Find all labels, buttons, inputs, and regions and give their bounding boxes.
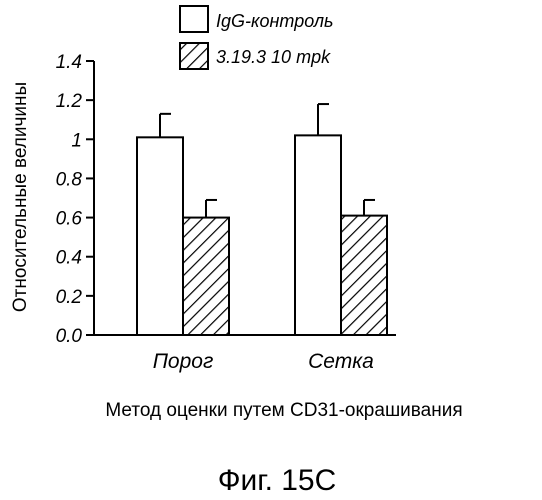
y-tick-label: 0.0 (56, 326, 83, 347)
y-tick-label: 1 (71, 130, 82, 151)
bar (137, 137, 183, 335)
y-axis-title: Относительные величины (10, 82, 31, 312)
y-tick-label: 0.4 (56, 248, 82, 269)
y-tick-label: 0.2 (56, 287, 83, 308)
y-tick-label: 1.4 (56, 52, 82, 73)
y-tick-label: 0.8 (56, 169, 83, 190)
legend-swatch-treatment (180, 43, 208, 69)
category-label: Сетка (308, 350, 374, 373)
bar (341, 216, 387, 335)
figure-caption: Фиг. 15С (218, 464, 337, 497)
category-label: Порог (153, 350, 214, 373)
plot-area (137, 104, 387, 335)
legend: IgG-контроль 3.19.3 10 mpk (180, 6, 333, 69)
legend-label-treatment: 3.19.3 10 mpk (216, 47, 331, 67)
y-tick-label: 0.6 (56, 209, 83, 230)
bar (295, 135, 341, 335)
x-axis-title: Метод оценки путем CD31-окрашивания (105, 400, 462, 421)
legend-label-igg-control: IgG-контроль (216, 11, 333, 31)
legend-swatch-igg-control (180, 6, 208, 32)
bar (183, 218, 229, 335)
y-tick-label: 1.2 (56, 91, 83, 112)
